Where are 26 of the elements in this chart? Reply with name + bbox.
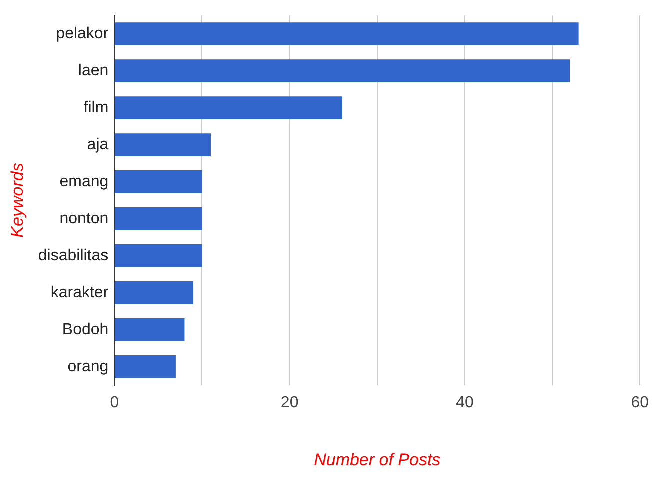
y-tick-label: Bodoh: [62, 321, 109, 338]
bar: [115, 355, 176, 378]
bar: [115, 60, 570, 83]
y-tick-label: laen: [78, 62, 109, 80]
bar: [115, 244, 202, 268]
y-tick-label: karakter: [50, 284, 110, 302]
y-tick-label: orang: [68, 358, 109, 376]
bar: [115, 170, 202, 194]
bar: [115, 208, 202, 230]
y-tick-label: nonton: [60, 210, 109, 228]
y-tick-label: emang: [60, 173, 109, 190]
y-tick-label: aja: [87, 136, 109, 154]
x-tick-label: 20: [280, 394, 299, 412]
y-tick-label: film: [84, 99, 109, 116]
bar: [115, 96, 342, 120]
bar: [115, 134, 211, 156]
y-axis-title: Keywords: [8, 162, 27, 238]
x-tick-label: 60: [631, 394, 650, 412]
x-tick-label: 40: [456, 394, 474, 412]
bar: [115, 281, 194, 304]
x-axis-title: Number of Posts: [314, 450, 442, 470]
y-tick-label: disabilitas: [38, 247, 109, 264]
y-tick-label: pelakor: [56, 25, 110, 42]
bar: [115, 22, 579, 46]
x-tick-label: 0: [110, 394, 120, 412]
bar: [115, 318, 185, 342]
